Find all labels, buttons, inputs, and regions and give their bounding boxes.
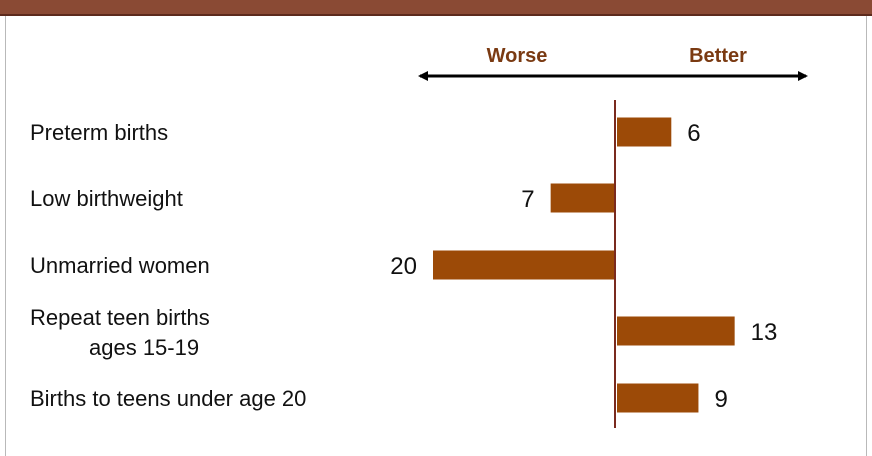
value-label: 20 <box>390 253 417 280</box>
direction-label-worse: Worse <box>487 45 548 67</box>
category-label: Low birthweight <box>30 186 183 211</box>
direction-label-better: Better <box>689 45 747 67</box>
category-label: Repeat teen births ages 15-19 <box>30 305 210 360</box>
bar <box>617 383 699 413</box>
chart-frame <box>5 16 867 456</box>
value-label: 6 <box>687 120 700 147</box>
bar <box>617 316 735 346</box>
category-label: Preterm births <box>30 120 168 145</box>
category-label: Unmarried women <box>30 253 210 278</box>
bar <box>550 183 614 213</box>
value-label: 9 <box>714 386 727 413</box>
value-label: 13 <box>751 319 778 346</box>
header-bar <box>0 0 872 16</box>
bar <box>617 117 672 147</box>
value-label: 7 <box>521 186 534 213</box>
category-label: Births to teens under age 20 <box>30 386 306 411</box>
bar <box>433 250 614 280</box>
